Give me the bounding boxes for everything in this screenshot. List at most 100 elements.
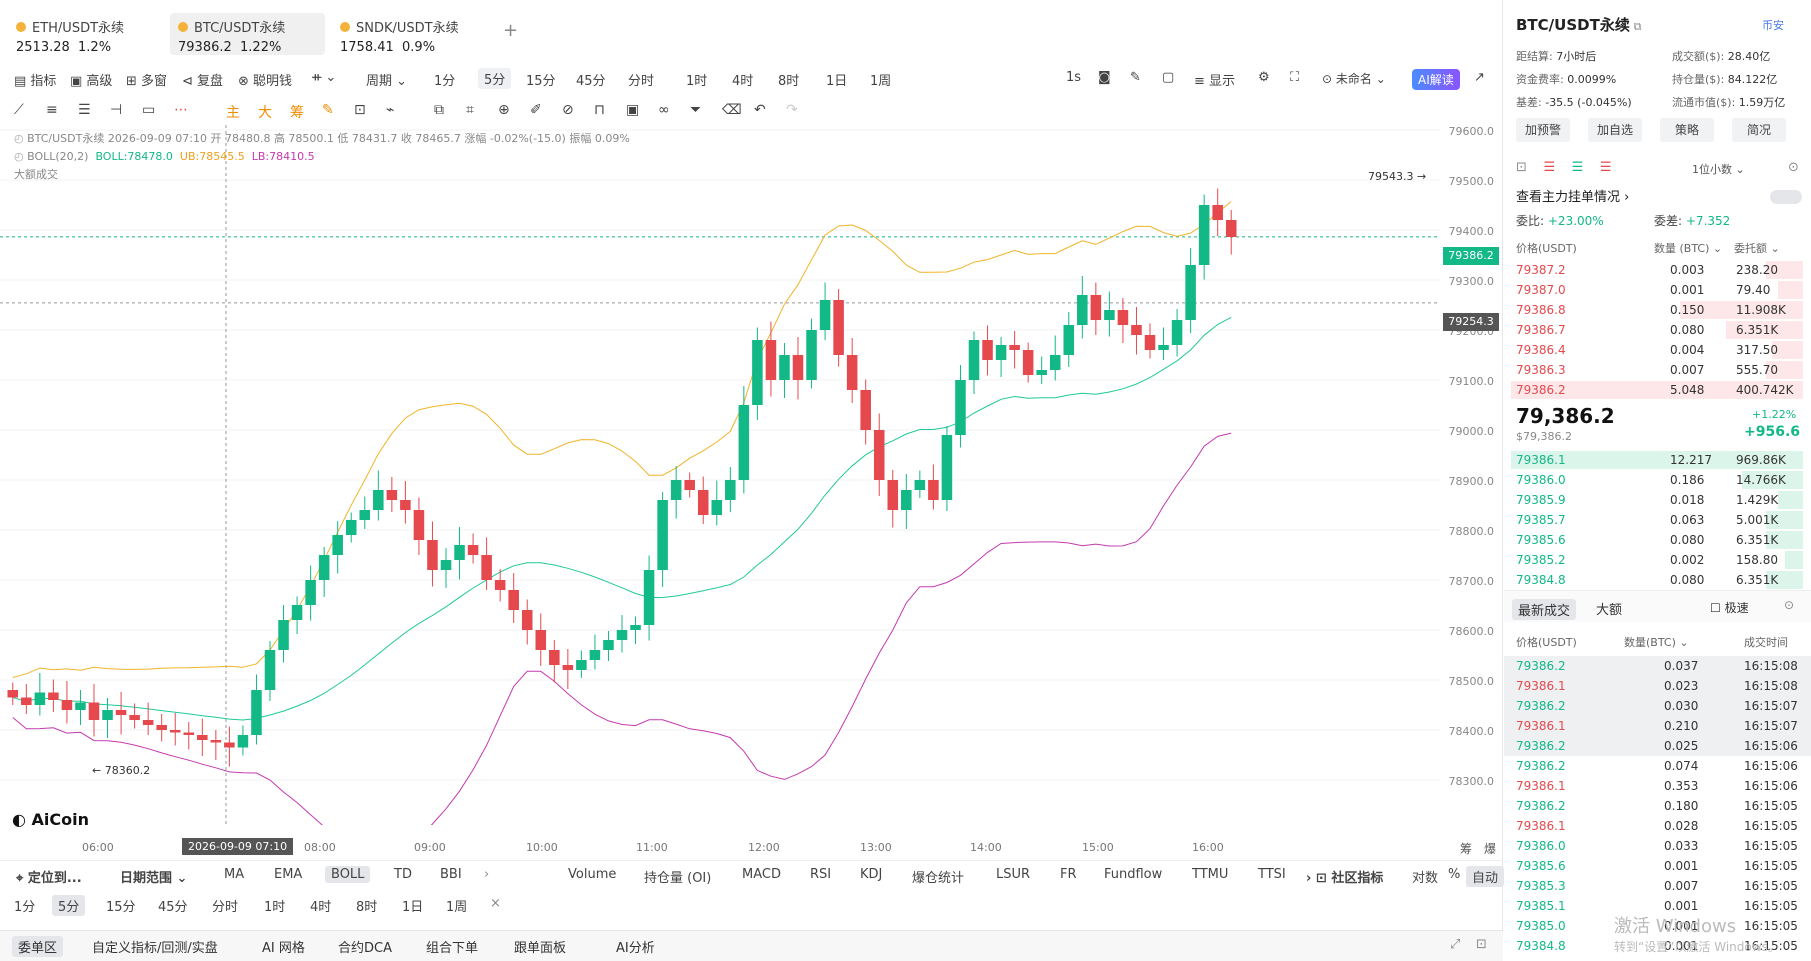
- sub-rsi[interactable]: RSI: [810, 867, 832, 882]
- copy-icon[interactable]: ⧉: [1633, 20, 1642, 33]
- bid-row[interactable]: 79385.7 0.063 5.001K: [1504, 510, 1811, 530]
- tf-15m[interactable]: 15分: [526, 74, 556, 89]
- ask-row[interactable]: 79386.7 0.080 6.351K: [1504, 320, 1811, 340]
- chip-corner[interactable]: 筹: [1460, 842, 1473, 856]
- ob-bids-icon[interactable]: ☰: [1571, 160, 1584, 175]
- tab-eth[interactable]: ETH/USDT永续 2513.28 1.2%: [8, 13, 163, 55]
- ask-row[interactable]: 79386.2 5.048 400.742K: [1504, 380, 1811, 400]
- zoom-icon[interactable]: ⊕: [498, 102, 510, 118]
- main-orders-link[interactable]: 查看主力挂单情况 ›: [1516, 190, 1630, 205]
- tf-1h[interactable]: 1时: [686, 74, 708, 89]
- bid-row[interactable]: 79385.9 0.018 1.429K: [1504, 490, 1811, 510]
- decimal-dropdown[interactable]: 1位小数 ⌄: [1692, 163, 1745, 176]
- log-toggle[interactable]: 对数: [1412, 871, 1439, 886]
- ai-analysis-tab[interactable]: AI分析: [616, 941, 655, 956]
- ask-row[interactable]: 79386.8 0.150 11.908K: [1504, 300, 1811, 320]
- sub-fr[interactable]: FR: [1060, 867, 1077, 882]
- ai-grid-tab[interactable]: AI 网格: [262, 941, 305, 956]
- big-trades-tab[interactable]: 大额: [1596, 603, 1623, 618]
- order-area-tab[interactable]: 委单区: [12, 936, 64, 957]
- ind-ema[interactable]: EMA: [274, 867, 303, 882]
- link-icon[interactable]: ∞: [658, 102, 670, 118]
- ob-asks-icon[interactable]: ☰: [1599, 160, 1612, 175]
- sub-ttmu[interactable]: TTMU: [1192, 867, 1229, 882]
- horizontal-line-icon[interactable]: ⊣: [110, 102, 123, 118]
- locate-button[interactable]: ⌖ 定位到...: [16, 871, 82, 886]
- tf2-4h[interactable]: 4时: [310, 900, 332, 915]
- sub-kdj[interactable]: KDJ: [860, 867, 883, 882]
- sub-lsur[interactable]: LSUR: [996, 867, 1031, 882]
- fullscreen-icon[interactable]: ⛶: [1290, 70, 1300, 85]
- sub-oi[interactable]: 持仓量 (OI): [644, 871, 712, 886]
- undo-icon[interactable]: ↶: [754, 102, 766, 118]
- lock-icon[interactable]: ⊓: [594, 102, 605, 118]
- sub-fundflow[interactable]: Fundflow: [1104, 867, 1163, 882]
- ob-header-amount[interactable]: 委托额 ⌄: [1734, 242, 1780, 255]
- custom-indicator-tab[interactable]: 自定义指标/回测/实盘: [92, 941, 218, 956]
- chevron-right-icon[interactable]: ›: [484, 867, 490, 882]
- display-button[interactable]: ≡ 显示: [1194, 74, 1236, 89]
- ai-analysis-button[interactable]: AI解读: [1412, 69, 1460, 90]
- replay-button[interactable]: ⊲ 复盘: [182, 74, 224, 89]
- filter-icon[interactable]: ⏷: [690, 102, 702, 118]
- chip-tool[interactable]: 筹: [290, 105, 304, 121]
- ob-settings-icon[interactable]: ⊙: [1788, 160, 1799, 175]
- bid-row[interactable]: 79386.1 12.217 969.86K: [1504, 450, 1811, 470]
- popout-icon[interactable]: ⊡: [1476, 937, 1487, 952]
- sub-macd[interactable]: MACD: [742, 867, 781, 882]
- ask-row[interactable]: 79386.4 0.004 317.50: [1504, 340, 1811, 360]
- advanced-button[interactable]: ▣ 高级: [70, 74, 113, 89]
- tf2-45m[interactable]: 45分: [158, 900, 188, 915]
- tf-1m[interactable]: 1分: [434, 74, 456, 89]
- camera-icon[interactable]: ◙: [1098, 70, 1111, 85]
- period-dropdown[interactable]: 周期 ⌄: [366, 74, 408, 89]
- sec-button[interactable]: 1s: [1066, 70, 1082, 85]
- pencil-icon[interactable]: ✎: [1130, 70, 1141, 85]
- big-tool[interactable]: 大: [258, 105, 272, 121]
- auto-toggle[interactable]: 自动: [1466, 866, 1505, 887]
- trade-header-qty[interactable]: 数量(BTC) ⌄: [1624, 636, 1689, 649]
- tf2-8h[interactable]: 8时: [356, 900, 378, 915]
- liq-corner[interactable]: 爆: [1484, 842, 1497, 856]
- sub-ttsi[interactable]: TTSI: [1258, 867, 1286, 882]
- strategy-button[interactable]: 策略: [1660, 118, 1714, 142]
- ind-bbi[interactable]: BBI: [440, 867, 462, 882]
- share-icon[interactable]: ↗: [1474, 70, 1485, 85]
- tf2-15m[interactable]: 15分: [106, 900, 136, 915]
- bid-row[interactable]: 79385.2 0.002 158.80: [1504, 550, 1811, 570]
- smart-money-button[interactable]: ⊗ 聪明钱: [238, 74, 293, 89]
- fib-icon[interactable]: ☰: [78, 102, 91, 118]
- add-tab-icon[interactable]: +: [503, 20, 519, 41]
- date-range-dropdown[interactable]: 日期范围 ⌄: [120, 871, 188, 886]
- trades-settings-icon[interactable]: ⊙: [1784, 598, 1795, 612]
- settings-icon[interactable]: ⚙: [1258, 70, 1270, 85]
- tf2-1h[interactable]: 1时: [264, 900, 286, 915]
- main-orders-toggle[interactable]: [1770, 190, 1802, 204]
- alert-button[interactable]: 加预警: [1516, 118, 1570, 142]
- fast-checkbox[interactable]: ☐ 极速: [1710, 601, 1749, 615]
- edit-icon[interactable]: ▣: [626, 102, 640, 118]
- tf2-1m[interactable]: 1分: [14, 900, 36, 915]
- tf2-1d[interactable]: 1日: [402, 900, 424, 915]
- hide-icon[interactable]: ⊘: [562, 102, 574, 118]
- tab-sndk[interactable]: SNDK/USDT永续 1758.41 0.9%: [332, 13, 487, 55]
- copy-trade-tab[interactable]: 跟单面板: [514, 941, 567, 956]
- bid-row[interactable]: 79385.6 0.080 6.351K: [1504, 530, 1811, 550]
- tab-btc[interactable]: BTC/USDT永续 79386.2 1.22%: [170, 13, 325, 55]
- combo-order-tab[interactable]: 组合下单: [426, 941, 479, 956]
- candlestick-chart[interactable]: [0, 125, 1440, 825]
- ind-td[interactable]: TD: [394, 867, 412, 882]
- magnet-icon[interactable]: ⊡: [354, 102, 366, 118]
- tf-8h[interactable]: 8时: [778, 74, 800, 89]
- brush-icon[interactable]: ⌁: [386, 102, 395, 118]
- bid-row[interactable]: 79386.0 0.186 14.766K: [1504, 470, 1811, 490]
- parallel-lines-icon[interactable]: ≡: [46, 102, 58, 118]
- tf-1w[interactable]: 1周: [870, 74, 892, 89]
- ind-boll[interactable]: BOLL: [325, 866, 371, 883]
- tf-4h[interactable]: 4时: [732, 74, 754, 89]
- tf2-1w[interactable]: 1周: [446, 900, 468, 915]
- rectangle-icon[interactable]: ▭: [142, 102, 156, 118]
- expand-icon[interactable]: ⤢: [1450, 937, 1461, 952]
- redo-icon[interactable]: ↷: [786, 102, 798, 118]
- sub-volume[interactable]: Volume: [568, 867, 617, 882]
